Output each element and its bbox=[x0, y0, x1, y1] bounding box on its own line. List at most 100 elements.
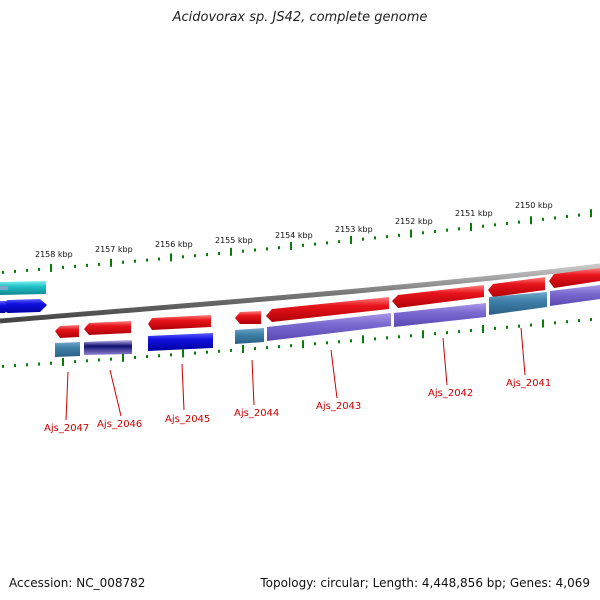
gene-label[interactable]: Ajs_2045 bbox=[165, 414, 210, 425]
minor-tick bbox=[218, 349, 220, 353]
minor-tick bbox=[566, 215, 568, 219]
major-tick bbox=[182, 349, 184, 358]
cds-feature-row[interactable] bbox=[55, 285, 600, 357]
minor-tick bbox=[374, 236, 376, 240]
minor-tick bbox=[62, 265, 64, 269]
minor-tick bbox=[338, 340, 340, 344]
minor-tick bbox=[338, 240, 340, 244]
gene-arrow-ajs2041[interactable] bbox=[488, 277, 545, 297]
minor-tick bbox=[446, 228, 448, 232]
minor-tick bbox=[110, 357, 112, 361]
major-tick bbox=[110, 258, 112, 267]
feature-ajs2046[interactable] bbox=[84, 340, 132, 355]
gene-cds-cyan[interactable] bbox=[0, 281, 46, 295]
major-tick bbox=[590, 209, 592, 218]
minor-tick bbox=[14, 364, 16, 368]
kbp-label: 2157 kbp bbox=[95, 245, 133, 254]
gene-label[interactable]: Ajs_2041 bbox=[506, 378, 551, 389]
minor-tick bbox=[374, 337, 376, 341]
gene-arrow-ajs2042[interactable] bbox=[392, 285, 484, 308]
minor-tick bbox=[206, 253, 208, 257]
minor-tick bbox=[386, 235, 388, 239]
major-tick bbox=[470, 223, 472, 232]
minor-tick bbox=[314, 342, 316, 346]
minor-tick bbox=[146, 258, 148, 262]
minor-tick bbox=[590, 317, 592, 321]
minor-tick bbox=[422, 231, 424, 235]
minor-tick bbox=[86, 263, 88, 267]
feature-ajs2047[interactable] bbox=[55, 342, 80, 357]
major-tick bbox=[122, 353, 124, 362]
forward-strand-genes[interactable] bbox=[0, 281, 47, 313]
inner-scale-ticks bbox=[2, 317, 592, 368]
minor-tick bbox=[14, 269, 16, 273]
feature-ajs2043[interactable] bbox=[267, 313, 391, 341]
reverse-strand-genes[interactable] bbox=[55, 268, 600, 338]
minor-tick bbox=[494, 223, 496, 227]
gene-label[interactable]: Ajs_2047 bbox=[44, 423, 89, 434]
gene-arrow-ajs2046[interactable] bbox=[84, 321, 131, 335]
minor-tick bbox=[542, 217, 544, 221]
minor-tick bbox=[266, 346, 268, 350]
gene-arrow-ajs2044[interactable] bbox=[235, 311, 261, 324]
kbp-label: 2155 kbp bbox=[215, 236, 253, 245]
minor-tick bbox=[158, 354, 160, 358]
kbp-label: 2152 kbp bbox=[395, 217, 433, 226]
minor-tick bbox=[350, 339, 352, 343]
major-tick bbox=[230, 247, 232, 256]
major-tick bbox=[290, 241, 292, 250]
gene-labels: Ajs_2047 Ajs_2046 Ajs_2045 Ajs_2044 Ajs_… bbox=[44, 378, 551, 434]
minor-tick bbox=[290, 344, 292, 348]
gene-cds-teal-stripe[interactable] bbox=[0, 286, 8, 290]
minor-tick bbox=[194, 254, 196, 258]
minor-tick bbox=[182, 255, 184, 259]
kbp-label: 2158 kbp bbox=[35, 250, 73, 259]
minor-tick bbox=[278, 246, 280, 250]
minor-tick bbox=[2, 364, 4, 368]
minor-tick bbox=[206, 350, 208, 354]
gene-cds-blue[interactable] bbox=[0, 299, 47, 313]
minor-tick bbox=[278, 345, 280, 349]
feature-ajs2042[interactable] bbox=[394, 303, 486, 327]
feature-next[interactable] bbox=[550, 285, 600, 306]
gene-label[interactable]: Ajs_2046 bbox=[97, 419, 142, 430]
outer-scale-ticks bbox=[2, 209, 592, 274]
gene-label[interactable]: Ajs_2043 bbox=[316, 401, 361, 412]
minor-tick bbox=[506, 325, 508, 329]
gene-arrow-ajs2043[interactable] bbox=[266, 297, 389, 322]
minor-tick bbox=[470, 329, 472, 333]
kbp-scale: 2158 kbp 2157 kbp 2156 kbp 2155 kbp 2154… bbox=[35, 201, 553, 259]
minor-tick bbox=[326, 341, 328, 345]
minor-tick bbox=[362, 237, 364, 241]
gene-label[interactable]: Ajs_2044 bbox=[234, 408, 279, 419]
minor-tick bbox=[194, 351, 196, 355]
minor-tick bbox=[98, 262, 100, 266]
kbp-label: 2151 kbp bbox=[455, 209, 493, 218]
minor-tick bbox=[398, 233, 400, 237]
label-leaders bbox=[65, 327, 526, 421]
kbp-label: 2150 kbp bbox=[515, 201, 553, 210]
feature-ajs2041[interactable] bbox=[489, 292, 547, 315]
genome-stats-text: Topology: circular; Length: 4,448,856 bp… bbox=[260, 576, 590, 590]
minor-tick bbox=[242, 249, 244, 253]
feature-ajs2044[interactable] bbox=[235, 328, 264, 344]
minor-tick bbox=[506, 221, 508, 225]
minor-tick bbox=[254, 347, 256, 351]
minor-tick bbox=[518, 220, 520, 224]
minor-tick bbox=[458, 227, 460, 231]
gene-arrow-ajs2047[interactable] bbox=[55, 325, 79, 338]
minor-tick bbox=[218, 251, 220, 255]
feature-ajs2045[interactable] bbox=[148, 333, 213, 351]
gene-cds-blue-small[interactable] bbox=[0, 301, 8, 313]
kbp-label: 2154 kbp bbox=[275, 231, 313, 240]
major-tick bbox=[422, 330, 424, 339]
minor-tick bbox=[530, 323, 532, 327]
minor-tick bbox=[566, 320, 568, 324]
genome-backbone bbox=[0, 263, 600, 324]
gene-arrow-next[interactable] bbox=[549, 268, 600, 288]
gene-label[interactable]: Ajs_2042 bbox=[428, 388, 473, 399]
minor-tick bbox=[314, 242, 316, 246]
gene-arrow-ajs2045[interactable] bbox=[148, 315, 211, 330]
major-tick bbox=[242, 344, 244, 353]
